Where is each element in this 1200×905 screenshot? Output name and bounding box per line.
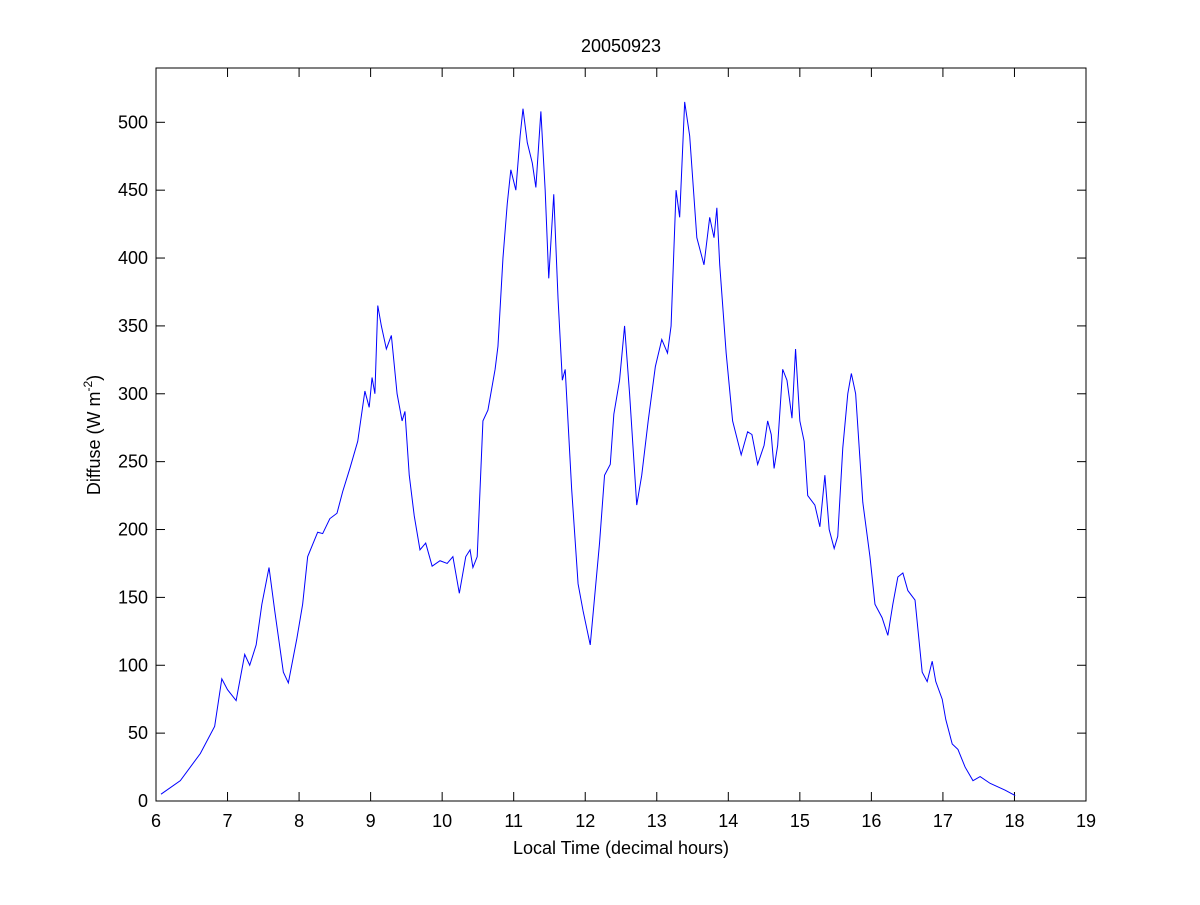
y-label-end: ) bbox=[84, 375, 104, 381]
plot-area bbox=[155, 67, 1087, 802]
x-tick-label: 8 bbox=[294, 811, 304, 831]
x-tick-label: 11 bbox=[504, 811, 523, 831]
x-tick-label: 13 bbox=[647, 811, 667, 831]
y-tick-label: 250 bbox=[118, 452, 148, 472]
y-axis-label: Diffuse (W m-2) bbox=[81, 375, 104, 495]
x-tick-label: 14 bbox=[718, 811, 738, 831]
x-axis-label: Local Time (decimal hours) bbox=[513, 838, 729, 858]
y-tick-label: 450 bbox=[118, 180, 148, 200]
y-tick-label: 100 bbox=[118, 655, 148, 675]
x-tick-label: 9 bbox=[366, 811, 376, 831]
chart-title: 20050923 bbox=[581, 36, 661, 56]
x-tick-label: 17 bbox=[933, 811, 953, 831]
y-tick-label: 500 bbox=[118, 112, 148, 132]
y-tick-label: 50 bbox=[128, 723, 148, 743]
x-tick-label: 18 bbox=[1004, 811, 1024, 831]
x-tick-label: 19 bbox=[1076, 811, 1096, 831]
data-line bbox=[160, 101, 1016, 797]
x-tick-label: 10 bbox=[432, 811, 452, 831]
y-tick-label: 200 bbox=[118, 520, 148, 540]
y-tick-label: 0 bbox=[138, 791, 148, 811]
y-label-sup: -2 bbox=[81, 380, 95, 391]
x-tick-label: 15 bbox=[790, 811, 810, 831]
x-tick-label: 6 bbox=[151, 811, 161, 831]
y-tick-label: 150 bbox=[118, 587, 148, 607]
y-tick-label: 350 bbox=[118, 316, 148, 336]
y-tick-label: 400 bbox=[118, 248, 148, 268]
x-tick-label: 7 bbox=[223, 811, 233, 831]
y-label-text: Diffuse (W m bbox=[84, 391, 104, 495]
x-tick-label: 12 bbox=[575, 811, 595, 831]
y-tick-label: 300 bbox=[118, 384, 148, 404]
x-tick-label: 16 bbox=[861, 811, 881, 831]
